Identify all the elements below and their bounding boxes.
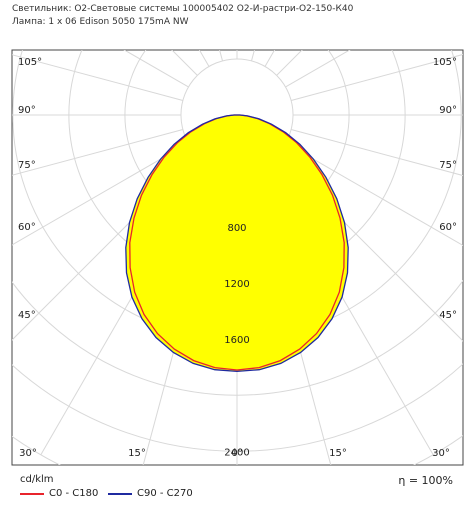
- radial-label-1200: 1200: [224, 279, 249, 290]
- legend-item-c0-c180: C0 - C180: [20, 488, 98, 499]
- legend-label-c0-c180: C0 - C180: [49, 488, 99, 499]
- efficiency-label: η = 100%: [398, 474, 453, 487]
- legend-item-c90-c270: C90 - C270: [108, 488, 193, 499]
- angle-label-bottom: 30°: [19, 448, 37, 459]
- angle-label-bottom: 0°: [231, 448, 242, 459]
- angle-label-bottom: 15°: [128, 448, 146, 459]
- radial-label-800: 800: [227, 223, 246, 234]
- grid-spoke: [12, 129, 183, 176]
- grid-spoke: [291, 53, 463, 101]
- grid-spoke: [12, 54, 183, 101]
- angle-label-right: 75°: [439, 160, 457, 171]
- lamp-info: Лампа: 1 x 06 Edison 5050 175mA NW: [12, 17, 189, 27]
- angle-labels: 105° 90° 75° 60° 45° 105° 90° 75° 60° 45° 30° 15° 0°…: [18, 57, 457, 459]
- radial-label-2400: 2400: [224, 447, 249, 458]
- chart-curves: [125, 114, 349, 373]
- luminaire-name: Светильник: О2-Световые системы 10000540…: [12, 4, 354, 14]
- grid-spoke: [285, 142, 463, 247]
- angle-label-bottom: 30°: [432, 448, 450, 459]
- grid-spoke: [291, 129, 463, 177]
- grid-spoke: [123, 50, 189, 88]
- legend-label-c90-c270: C90 - C270: [137, 488, 193, 499]
- angle-label-left: 60°: [18, 222, 36, 233]
- radial-labels: 800 1200 1600 2400: [224, 223, 249, 458]
- legend-swatch-c0-c180: [20, 492, 44, 495]
- curve-c0-c180: [129, 114, 345, 371]
- angle-label-left: 105°: [18, 57, 42, 68]
- unit-label: cd/klm: [20, 474, 54, 485]
- legend-swatch-c90-c270: [108, 492, 132, 495]
- radial-label-1600: 1600: [224, 335, 249, 346]
- angle-label-left: 75°: [18, 160, 36, 171]
- angle-label-bottom: 15°: [329, 448, 347, 459]
- luminaire-header: Светильник: О2-Световые системы 10000540…: [12, 3, 353, 29]
- grid-spoke: [12, 142, 189, 246]
- grid-spoke: [285, 50, 351, 88]
- angle-label-right: 105°: [433, 57, 457, 68]
- curve-c90-c270: [125, 114, 349, 373]
- angle-label-right: 60°: [439, 222, 457, 233]
- angle-label-right: 45°: [439, 310, 457, 321]
- angle-label-left: 90°: [18, 105, 36, 116]
- intensity-fill: [125, 115, 349, 372]
- angle-label-left: 45°: [18, 310, 36, 321]
- angle-label-right: 90°: [439, 105, 457, 116]
